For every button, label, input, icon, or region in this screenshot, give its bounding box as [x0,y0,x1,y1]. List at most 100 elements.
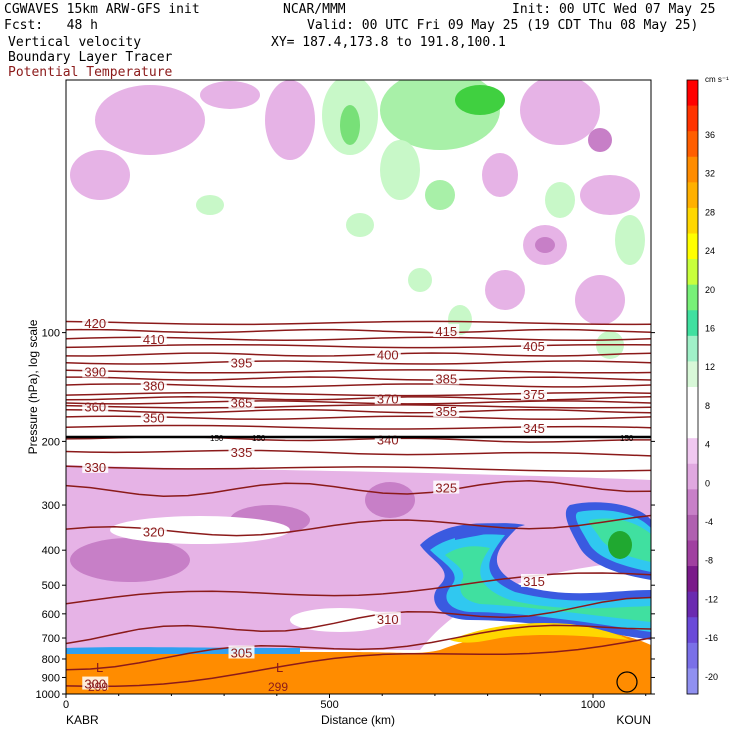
theta-contour [66,424,651,430]
colorbar-label: -16 [705,633,718,643]
theta-contour-label: 345 [523,421,545,436]
theta-contour-label: 380 [143,378,165,393]
theta-label-bg [433,371,460,385]
theta-contour-label: 360 [84,399,106,414]
theta-contour-label: 400 [377,348,399,363]
valid-time: Valid: 00 UTC Fri 09 May 25 (19 CDT Thu … [307,18,699,33]
theta-contour [66,624,651,671]
y-tick-label: 500 [42,580,60,592]
low-label-left: L [96,660,103,675]
colorbar-swatch [687,642,698,669]
theta-contour [66,637,651,687]
tropopause-label-2: 150 [252,434,266,443]
colorbar-swatch [687,566,698,593]
colorbar-label: 16 [705,324,715,334]
theta-contour [66,465,651,472]
theta-contour-label: 375 [523,387,545,402]
x-axis-label: Distance (km) [321,713,395,727]
colorbar-swatch [687,617,698,644]
organization: NCAR/MMM [283,2,346,17]
colorbar-label: -20 [705,672,718,682]
field-potential-temperature: Potential Temperature [8,65,173,80]
theta-label-bg [521,339,547,353]
y-tick-label: 800 [42,654,60,666]
colorbar-swatch [687,259,698,286]
tropopause-label-1: 150 [210,434,224,443]
theta-label-bg [521,387,547,401]
theta-contour [66,352,651,357]
theta-299-center: 299 [268,680,288,694]
colorbar-label: 12 [705,362,715,372]
y-axis-label: Pressure (hPa), log scale [26,319,40,454]
plot-annotations: L L 299 299 150 150 150 [66,434,651,694]
colorbar-label: 24 [705,246,715,256]
theta-contour [66,572,651,605]
theta-contour-label: 325 [435,481,457,496]
colorbar-swatch [687,438,698,465]
colorbar-swatch [687,131,698,158]
theta-label-bg [433,480,460,494]
theta-contour [66,328,651,334]
colorbar-label: 32 [705,169,715,179]
end-station-label: KOUN [616,713,651,727]
theta-contour-label: 370 [377,391,399,406]
init-time: Init: 00 UTC Wed 07 May 25 [512,2,716,17]
theta-contour [66,400,651,405]
theta-contour-label: 300 [84,677,106,692]
theta-contour [66,596,651,645]
theta-contour-label: 390 [84,364,106,379]
theta-contour-label: 410 [143,332,165,347]
theta-label-bg [140,524,167,538]
theta-contour [66,343,651,349]
colorbar-swatch [687,540,698,567]
potential-temperature-contours: 300 305 310 315 320 325 330 335 340 345 350 355 360 3… [66,315,651,692]
y-tick-label: 900 [42,672,60,684]
cross-section-endpoints: XY= 187.4,173.8 to 191.8,100.1 [271,35,506,50]
theta-label-bg [140,378,167,392]
tropopause-label-3: 150 [620,434,634,443]
colorbar-swatch [687,489,698,516]
colorbar-swatch [687,284,698,311]
colorbar-label: 36 [705,130,715,140]
theta-contour-label: 335 [231,445,253,460]
theta-contour-label: 385 [435,372,457,387]
theta-label-bg [228,444,255,458]
theta-contour-label: 350 [143,411,165,426]
field-boundary-layer-tracer: Boundary Layer Tracer [8,50,173,65]
colorbar-swatch [687,387,698,414]
theta-contour-label: 395 [231,356,253,371]
theta-label-bg [228,645,255,659]
x-tick-label: 1000 [581,699,605,711]
theta-contour-label: 310 [377,612,399,627]
theta-label-bg [82,459,109,473]
y-tick-label: 600 [42,609,60,621]
start-station-label: KABR [66,713,99,727]
colorbar-swatch [687,233,698,260]
x-tick-label: 500 [320,699,338,711]
theta-label-bg [521,573,547,587]
theta-contour [66,320,651,326]
colorbar-label: -8 [705,556,713,566]
theta-label-bg [433,324,460,338]
colorbar-label: -4 [705,517,713,527]
theta-label-bg [433,404,460,418]
colorbar-label: 20 [705,285,715,295]
theta-contour [66,408,651,414]
theta-contour-label: 420 [84,316,106,331]
colorbar-label: 0 [705,478,710,488]
model-title: CGWAVES 15km ARW-GFS init [4,2,200,17]
y-tick-label: 200 [42,436,60,448]
y-tick-label: 700 [42,633,60,645]
y-tick-label: 400 [42,545,60,557]
colorbar-label: 8 [705,401,710,411]
theta-contour-label: 315 [523,574,545,589]
theta-contour [66,404,651,409]
theta-contour [66,360,651,365]
theta-label-bg [228,355,255,369]
theta-contour-label: 340 [377,433,399,448]
x-tick-label: 0 [63,699,69,711]
theta-label-bg [374,347,401,361]
colorbar-swatch [687,412,698,439]
colorbar: 36 32 28 24 20 16 12 8 4 0 -4 -8 -12 -16 -20 [686,79,718,695]
